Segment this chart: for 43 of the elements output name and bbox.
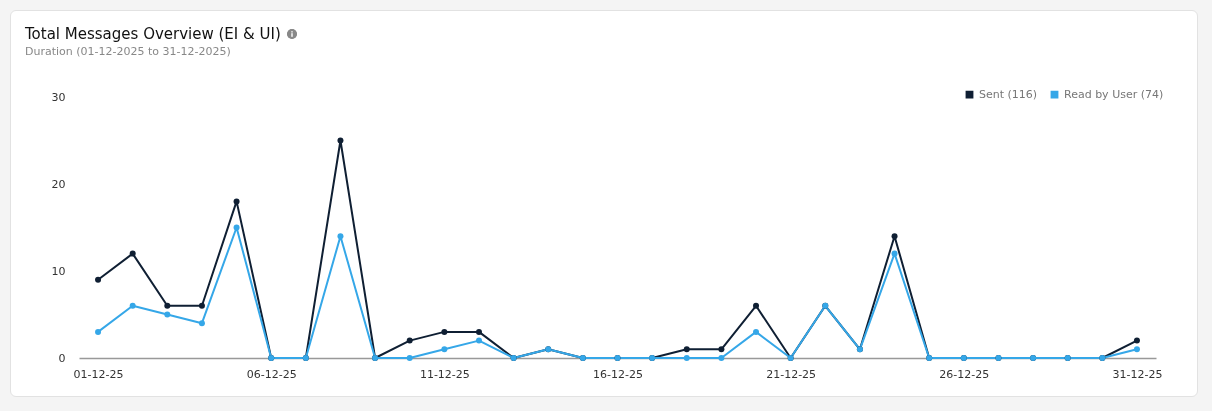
x-tick-label: 31-12-25: [1112, 367, 1163, 381]
point: [164, 311, 171, 318]
point: [233, 198, 240, 205]
point: [718, 355, 725, 361]
point: [891, 233, 898, 240]
y-tick-label: 0: [58, 351, 66, 365]
x-tick-label: 01-12-25: [73, 367, 124, 381]
y-tick-label: 20: [51, 177, 66, 191]
point: [337, 137, 344, 144]
point: [441, 346, 448, 353]
point: [475, 328, 482, 335]
x-tick-label: 26-12-25: [939, 367, 990, 381]
point: [129, 250, 136, 257]
point: [753, 302, 760, 309]
point: [441, 328, 448, 335]
chart-subtitle: Duration (01-12-2025 to 31-12-2025): [25, 45, 231, 58]
legend-label: Sent (116): [979, 87, 1038, 101]
point: [718, 346, 725, 353]
point: [164, 302, 171, 309]
point: [683, 346, 690, 353]
x-tick-label: 16-12-25: [593, 367, 643, 381]
point: [475, 337, 482, 344]
point: [337, 233, 344, 240]
x-tick-label: 11-12-25: [419, 367, 470, 381]
legend-label: Read by User (74): [1064, 87, 1164, 101]
point: [406, 337, 413, 344]
point: [129, 302, 136, 309]
point: [1133, 337, 1140, 344]
point: [406, 355, 413, 361]
point: [1133, 346, 1140, 353]
y-tick-label: 10: [51, 264, 66, 278]
point: [95, 276, 102, 283]
point: [753, 328, 760, 335]
point: [95, 328, 102, 335]
x-tick-label: 06-12-25: [246, 367, 297, 381]
x-tick-label: 21-12-25: [766, 367, 817, 381]
point: [891, 250, 898, 257]
point: [198, 320, 205, 327]
y-tick-label: 30: [51, 90, 66, 104]
point: [233, 224, 240, 231]
chart-title: Total Messages Overview (EI & UI): [25, 25, 281, 43]
point: [683, 355, 690, 361]
point: [198, 302, 205, 309]
